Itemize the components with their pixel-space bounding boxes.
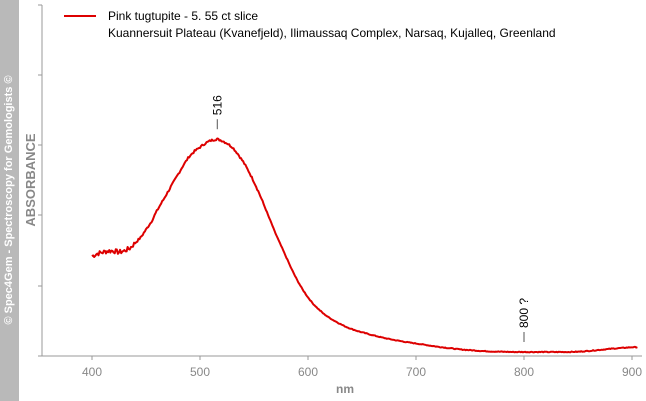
x-axis-label: nm — [336, 382, 354, 396]
x-tick-label: 700 — [406, 365, 426, 379]
axis-ticks: 400 500 600 700 800 900 — [38, 4, 642, 379]
legend-title: Pink tugtupite - 5. 55 ct slice — [108, 9, 258, 23]
x-tick-label: 400 — [82, 365, 102, 379]
annotation-label: 516 — [210, 95, 224, 115]
peak-annotations: 516 800 ? — [210, 95, 531, 342]
x-tick-label: 900 — [622, 365, 642, 379]
x-tick-label: 800 — [514, 365, 534, 379]
annotation-label: 800 ? — [517, 298, 531, 328]
y-axis-label: ABSORBANCE — [23, 133, 38, 227]
series-line-pink-tugtupite — [91, 137, 638, 354]
x-tick-label: 500 — [190, 365, 210, 379]
watermark-banner: © Spec4Gem - Spectroscopy for Gemologist… — [0, 0, 19, 401]
legend-locality: Kuannersuit Plateau (Kvanefjeld), Ilimau… — [108, 26, 556, 40]
x-tick-label: 600 — [298, 365, 318, 379]
